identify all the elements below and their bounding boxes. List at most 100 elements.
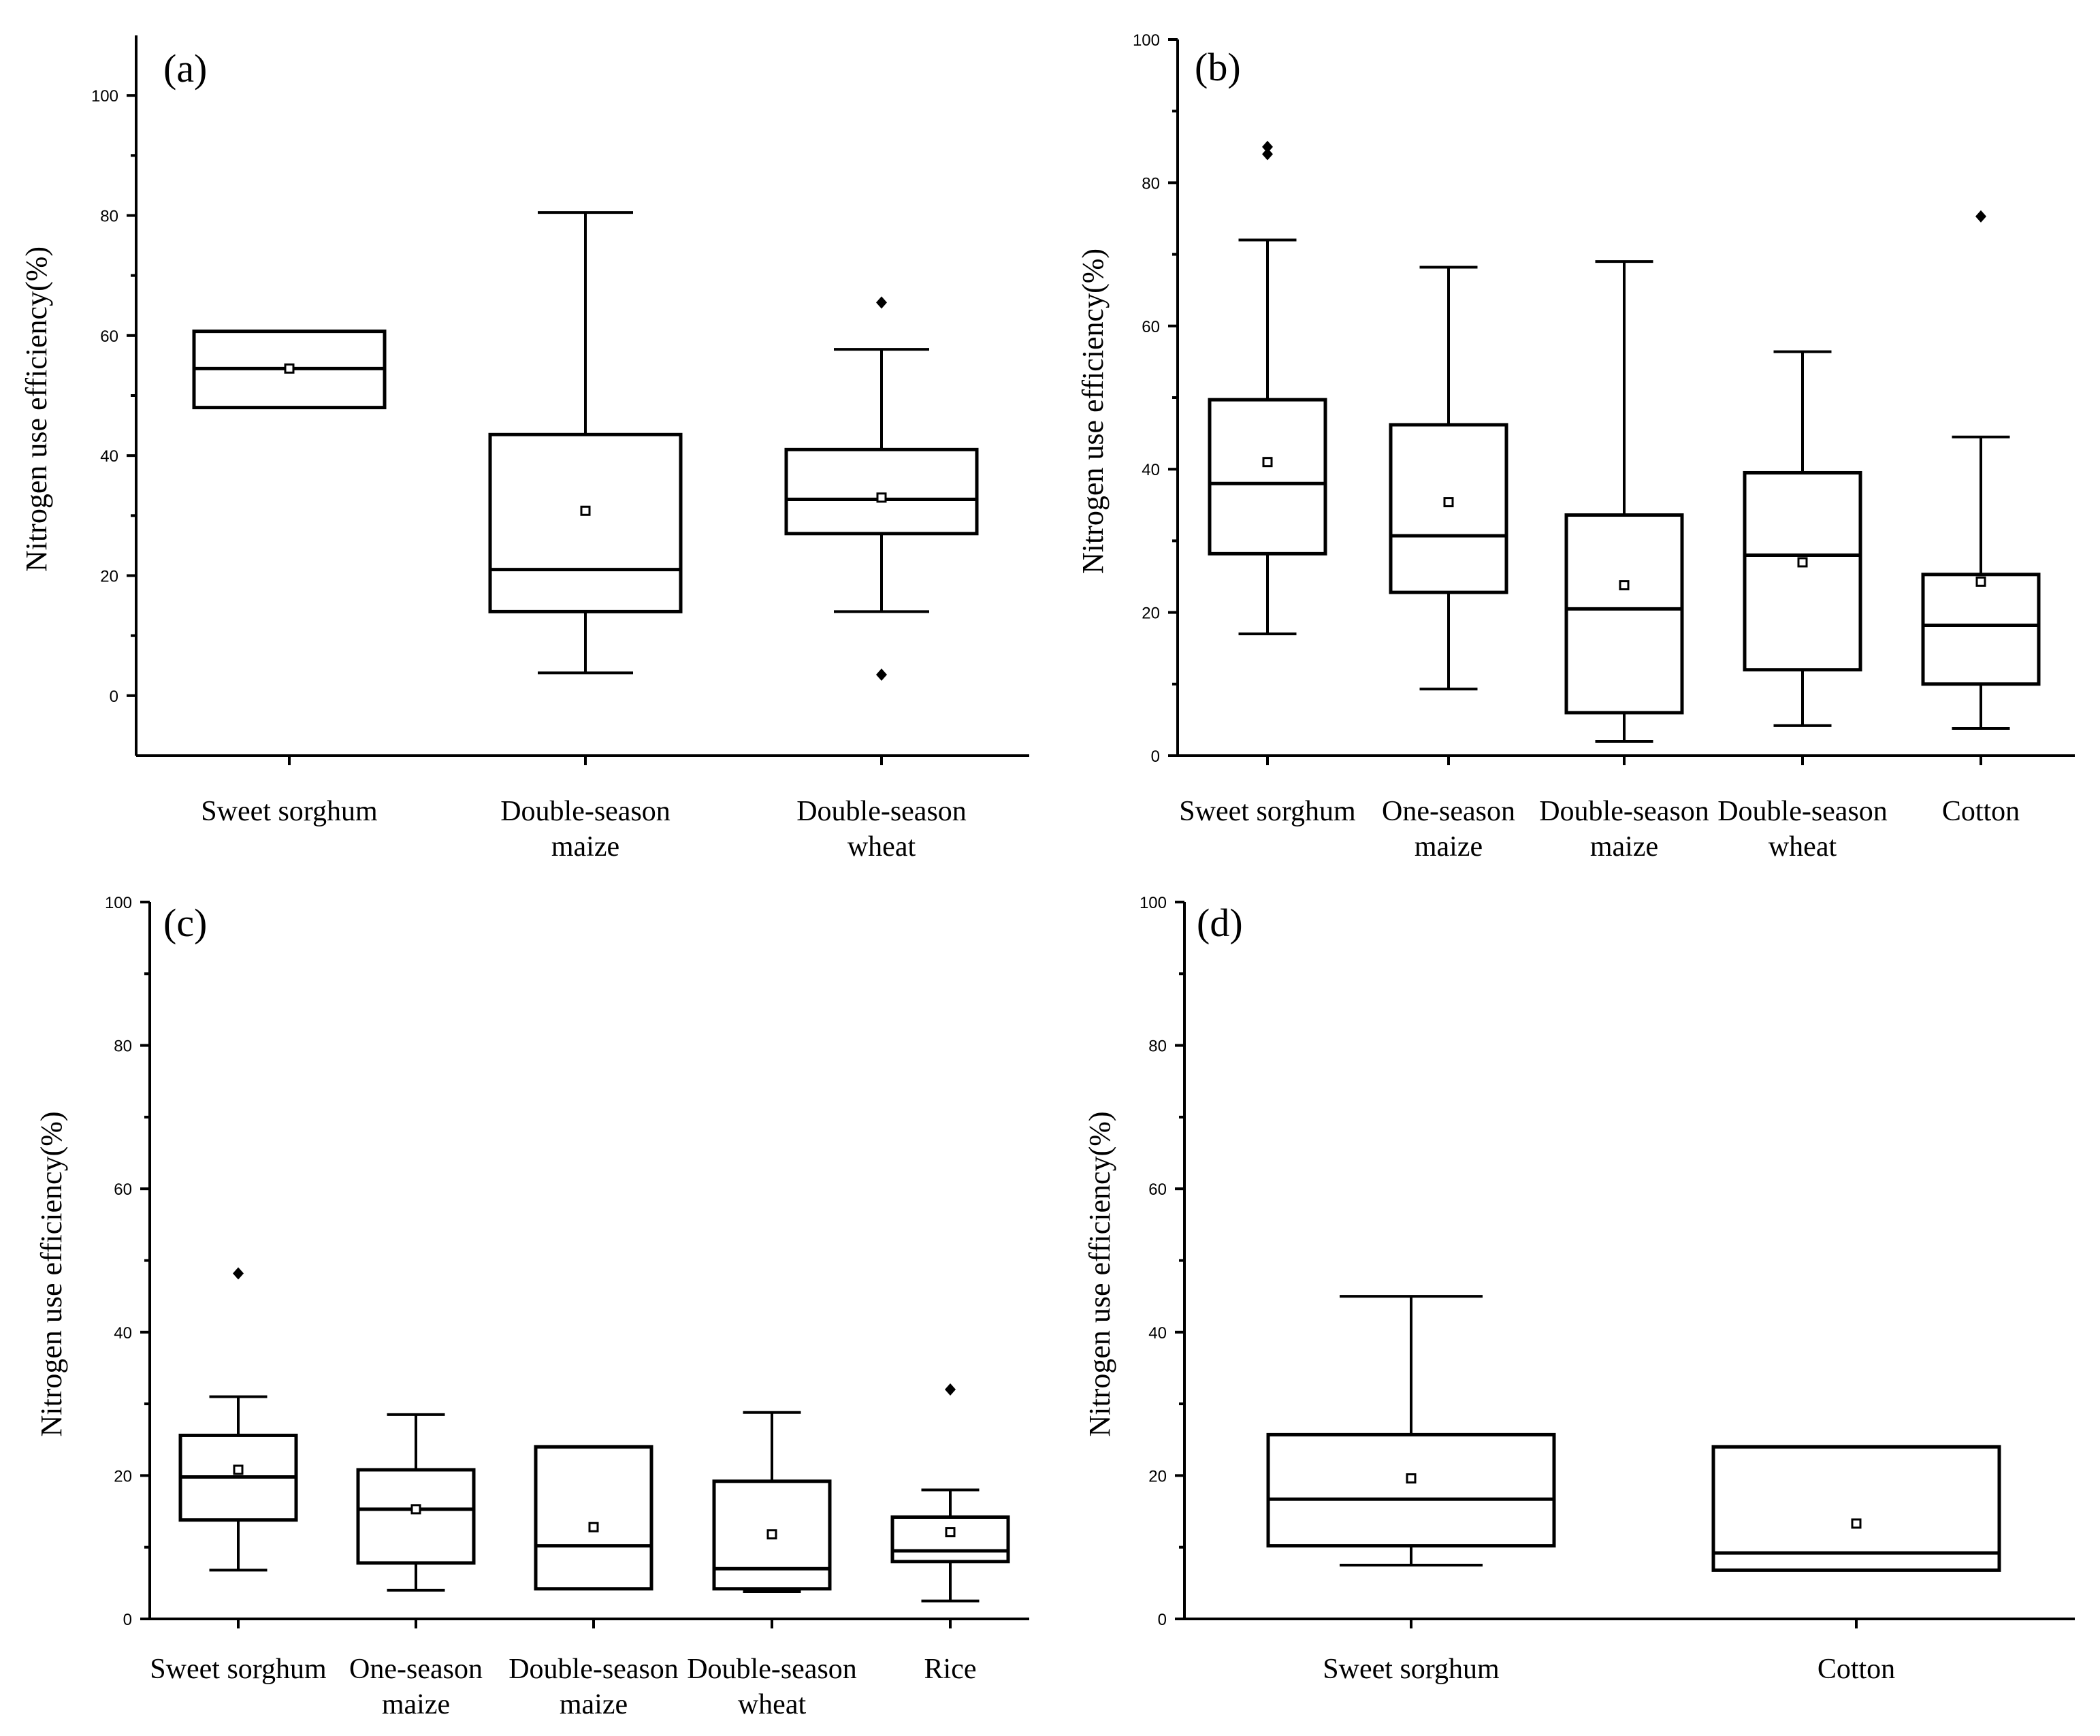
iqr-box xyxy=(1711,1445,2001,1572)
y-tick-label: 0 xyxy=(110,688,118,706)
y-tick-label: 60 xyxy=(1142,318,1160,336)
mean-marker xyxy=(1797,557,1808,568)
y-tick-label: 100 xyxy=(91,87,118,106)
box-group: Double-season wheat xyxy=(687,1411,857,1720)
iqr-box xyxy=(890,1515,1010,1564)
category-label-line: Sweet sorghum xyxy=(1179,796,1356,827)
panel-label: (a) xyxy=(163,46,207,91)
y-tick-label: 0 xyxy=(123,1611,132,1629)
box-group: Cotton xyxy=(1921,210,2041,827)
iqr-box xyxy=(356,1468,476,1565)
y-tick-label: 20 xyxy=(1142,605,1160,623)
box-group: Double-season maize xyxy=(488,211,683,863)
mean-marker xyxy=(945,1527,956,1538)
category-label: Sweet sorghum xyxy=(201,796,378,827)
box-group: Sweet sorghum xyxy=(150,1267,327,1685)
box-group: Sweet sorghum xyxy=(1266,1295,1556,1685)
iqr-box xyxy=(1921,573,2041,686)
y-tick-label: 80 xyxy=(114,1038,132,1056)
category-label-line: Double-season xyxy=(1539,796,1709,827)
box-group: One-season maize xyxy=(1382,266,1515,863)
category-label: Double-season wheat xyxy=(1717,796,1888,863)
category-label: Double-season maize xyxy=(508,1654,679,1720)
category-label: Sweet sorghum xyxy=(1323,1654,1500,1685)
y-tick-label: 20 xyxy=(100,568,118,586)
category-label: Sweet sorghum xyxy=(1179,796,1356,827)
y-tick-label: 100 xyxy=(105,894,132,912)
category-label: Cotton xyxy=(1818,1654,1895,1685)
box-group: Double-season maize xyxy=(508,1445,679,1720)
panel-d: 0 20 40 60 80 100 Nitrogen use efficiency(%) (d… xyxy=(1083,894,2075,1685)
category-label: Double-season wheat xyxy=(796,796,967,863)
mean-marker xyxy=(1262,457,1273,468)
category-label-line: One-season xyxy=(349,1654,483,1685)
outlier-point xyxy=(876,296,887,309)
category-label-line: Sweet sorghum xyxy=(150,1654,327,1685)
mean-marker xyxy=(1851,1518,1862,1529)
y-axis-label: Nitrogen use efficiency(%) xyxy=(35,1111,68,1436)
category-label-line: maize xyxy=(551,831,619,863)
mean-marker xyxy=(1619,580,1630,591)
y-tick-label: 20 xyxy=(114,1467,132,1485)
iqr-box xyxy=(1208,398,1327,556)
category-label-line: Cotton xyxy=(1942,796,2020,827)
y-tick-label: 40 xyxy=(1142,461,1160,479)
category-label: Double-season maize xyxy=(1539,796,1709,863)
iqr-box xyxy=(534,1445,653,1591)
category-label-line: maize xyxy=(560,1689,628,1720)
mean-marker xyxy=(233,1464,244,1475)
box-group: Sweet sorghum xyxy=(1179,140,1356,827)
y-tick-label: 60 xyxy=(1148,1180,1167,1199)
category-label-line: One-season xyxy=(1382,796,1515,827)
mean-marker xyxy=(410,1504,421,1515)
panel-label: (d) xyxy=(1197,901,1243,945)
y-tick-label: 20 xyxy=(1148,1467,1167,1485)
box-group: Cotton xyxy=(1711,1445,2001,1685)
y-axis-label: Nitrogen use efficiency(%) xyxy=(1083,1111,1116,1436)
panel-a: 0 20 40 60 80 100 Nitrogen use efficiency(%) (a… xyxy=(20,35,1029,863)
outlier-point xyxy=(233,1267,244,1280)
y-axis-label: Nitrogen use efficiency(%) xyxy=(20,246,53,572)
mean-marker xyxy=(1975,576,1986,587)
iqr-box xyxy=(784,447,979,536)
y-tick-label: 40 xyxy=(114,1324,132,1343)
y-tick-label: 0 xyxy=(1151,748,1160,766)
category-label: One-season maize xyxy=(349,1654,483,1720)
y-tick-label: 80 xyxy=(1148,1038,1167,1056)
category-label-line: Sweet sorghum xyxy=(1323,1654,1500,1685)
category-label: Rice xyxy=(924,1654,977,1685)
mean-marker xyxy=(766,1529,777,1540)
category-label-line: Sweet sorghum xyxy=(201,796,378,827)
box-group: Sweet sorghum xyxy=(192,329,387,827)
outlier-point xyxy=(1262,148,1273,161)
y-tick-label: 40 xyxy=(1148,1324,1167,1343)
y-tick-label: 100 xyxy=(1133,31,1160,50)
box-group: Double-season wheat xyxy=(784,296,979,863)
category-label: Cotton xyxy=(1942,796,2020,827)
mean-marker xyxy=(876,492,887,503)
category-label-line: maize xyxy=(1415,831,1483,863)
category-label-line: Double-season xyxy=(796,796,967,827)
category-label-line: maize xyxy=(1590,831,1658,863)
iqr-box xyxy=(488,432,683,613)
box-group: Double-season maize xyxy=(1539,260,1709,863)
panel-c: 0 20 40 60 80 100 Nitrogen use efficiency(%) (c… xyxy=(35,894,1029,1720)
mean-marker xyxy=(580,505,591,516)
box-group: Double-season wheat xyxy=(1717,350,1888,863)
category-label-line: Double-season xyxy=(687,1654,857,1685)
mean-marker xyxy=(588,1522,599,1532)
panel-label: (b) xyxy=(1195,45,1241,89)
category-label: One-season maize xyxy=(1382,796,1515,863)
panel-b: 0 20 40 60 80 100 Nitrogen use efficiency(%) (b… xyxy=(1076,31,2075,863)
box-group: Rice xyxy=(890,1383,1010,1685)
outlier-point xyxy=(1975,210,1986,223)
outlier-point xyxy=(876,668,887,681)
y-tick-label: 60 xyxy=(114,1180,132,1199)
iqr-box xyxy=(712,1479,832,1591)
category-label: Sweet sorghum xyxy=(150,1654,327,1685)
panel-label: (c) xyxy=(163,901,207,945)
mean-marker xyxy=(284,363,295,374)
iqr-box xyxy=(1564,513,1684,715)
iqr-box xyxy=(1266,1432,1556,1548)
category-label-line: Rice xyxy=(924,1654,977,1685)
